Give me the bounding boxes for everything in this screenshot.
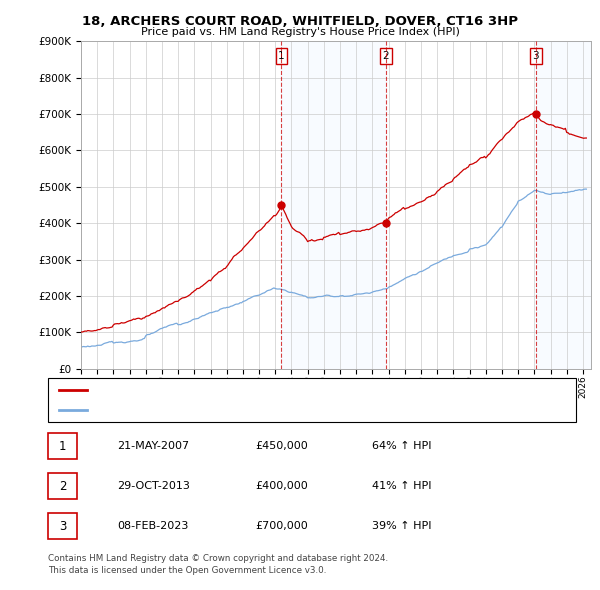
Text: 1: 1 — [59, 440, 66, 453]
Bar — [536, 41, 591, 369]
Bar — [281, 41, 386, 369]
Text: 2: 2 — [383, 51, 389, 61]
Text: £400,000: £400,000 — [255, 481, 308, 491]
Text: 21-MAY-2007: 21-MAY-2007 — [117, 441, 189, 451]
Text: Price paid vs. HM Land Registry's House Price Index (HPI): Price paid vs. HM Land Registry's House … — [140, 27, 460, 37]
Text: £450,000: £450,000 — [255, 441, 308, 451]
Text: 18, ARCHERS COURT ROAD, WHITFIELD, DOVER, CT16 3HP (detached house): 18, ARCHERS COURT ROAD, WHITFIELD, DOVER… — [93, 385, 458, 394]
Text: 41% ↑ HPI: 41% ↑ HPI — [372, 481, 431, 491]
Text: 39% ↑ HPI: 39% ↑ HPI — [372, 522, 431, 531]
Text: 1: 1 — [278, 51, 285, 61]
Text: HPI: Average price, detached house, Dover: HPI: Average price, detached house, Dove… — [93, 405, 298, 414]
Text: 29-OCT-2013: 29-OCT-2013 — [117, 481, 190, 491]
Text: Contains HM Land Registry data © Crown copyright and database right 2024.
This d: Contains HM Land Registry data © Crown c… — [48, 555, 388, 575]
Text: £700,000: £700,000 — [255, 522, 308, 531]
Text: 18, ARCHERS COURT ROAD, WHITFIELD, DOVER, CT16 3HP: 18, ARCHERS COURT ROAD, WHITFIELD, DOVER… — [82, 15, 518, 28]
Text: 64% ↑ HPI: 64% ↑ HPI — [372, 441, 431, 451]
Text: 2: 2 — [59, 480, 66, 493]
Text: 08-FEB-2023: 08-FEB-2023 — [117, 522, 188, 531]
Text: 3: 3 — [59, 520, 66, 533]
Text: 3: 3 — [533, 51, 539, 61]
